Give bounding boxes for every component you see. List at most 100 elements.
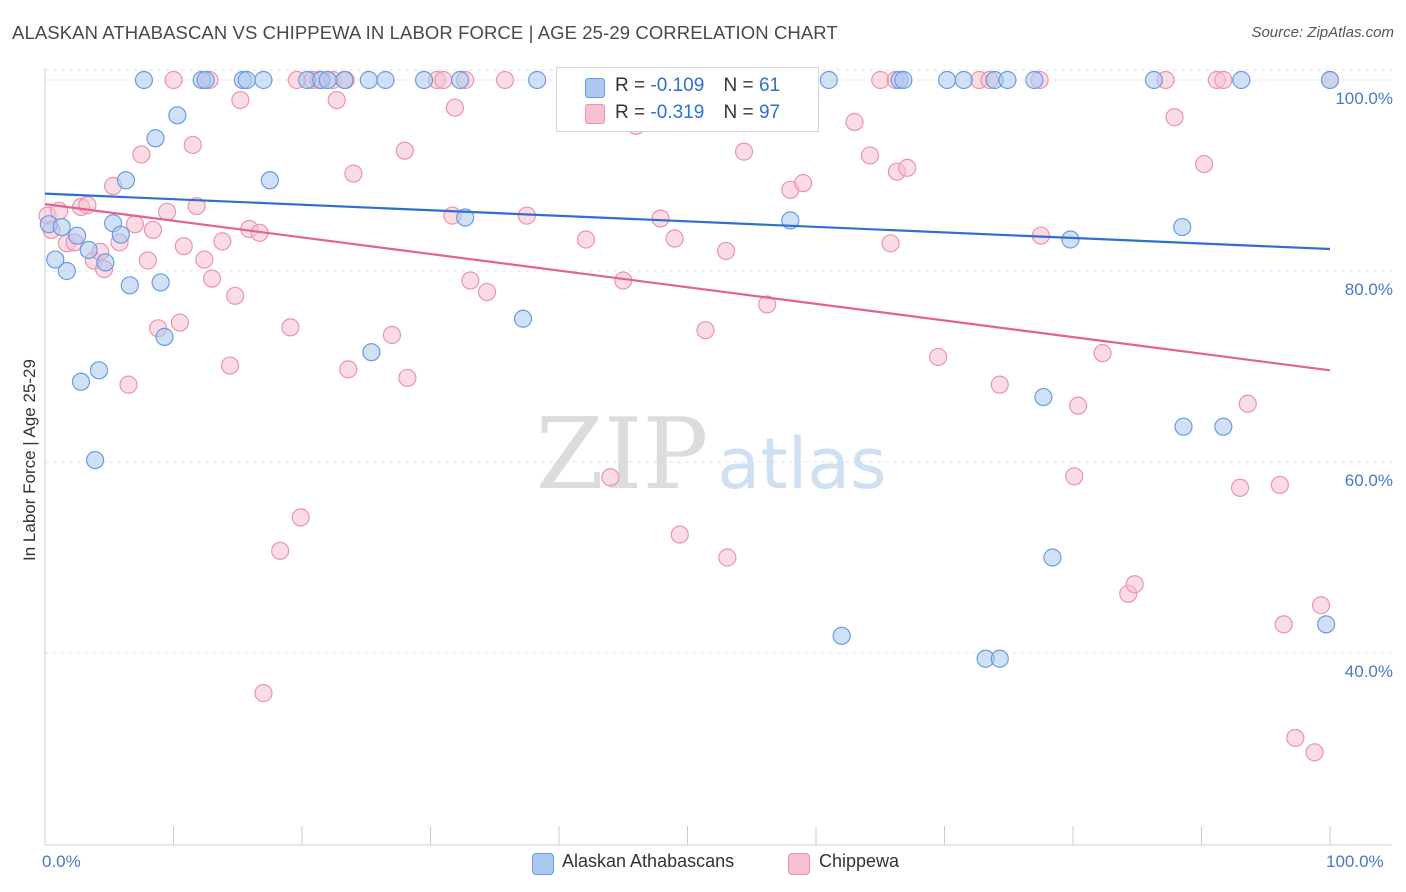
chippewa-point bbox=[125, 215, 145, 234]
chippewa-point bbox=[1305, 743, 1324, 762]
axes bbox=[44, 68, 1392, 846]
athabascan-point bbox=[1061, 230, 1080, 249]
x-tick-label-max: 100.0% bbox=[1326, 852, 1384, 871]
chippewa-point bbox=[881, 234, 900, 253]
chippewa-point bbox=[576, 230, 596, 249]
chippewa-point bbox=[1065, 467, 1084, 486]
trend-lines bbox=[44, 192, 1331, 372]
y-tick-label: 100.0% bbox=[1335, 89, 1393, 108]
chippewa-point bbox=[291, 508, 310, 527]
chippewa-point bbox=[860, 146, 880, 165]
watermark-zip: ZIP bbox=[536, 398, 709, 512]
athabascan-point bbox=[450, 70, 470, 90]
chippewa-point bbox=[1274, 615, 1293, 634]
athabascan-point bbox=[1317, 615, 1336, 634]
x-tick-label-min: 0.0% bbox=[42, 852, 81, 871]
chippewa-point bbox=[187, 196, 206, 216]
athabascan-point bbox=[819, 70, 838, 90]
athabascan-point bbox=[1144, 70, 1164, 90]
athabascan-point bbox=[335, 70, 354, 90]
chart-title: ALASKAN ATHABASCAN VS CHIPPEWA IN LABOR … bbox=[12, 22, 838, 43]
chippewa-point bbox=[271, 541, 290, 560]
athabascan-point bbox=[528, 70, 547, 90]
chippewa-point bbox=[220, 356, 240, 375]
chippewa-point bbox=[651, 209, 670, 228]
athabascan-point bbox=[1043, 548, 1062, 567]
chippewa-point bbox=[339, 360, 358, 379]
y-tick-label: 60.0% bbox=[1345, 471, 1393, 490]
chippewa-point bbox=[601, 468, 620, 487]
athabascan-point bbox=[57, 261, 76, 281]
legend-row-pink: R = -0.319 N = 97 bbox=[615, 102, 780, 124]
chippewa-point bbox=[665, 229, 684, 248]
chippewa-point bbox=[734, 142, 754, 161]
athabascan-point bbox=[254, 70, 273, 90]
legend-pink-r-label: R = bbox=[615, 102, 646, 123]
chippewa-point bbox=[213, 232, 232, 251]
chippewa-point bbox=[398, 368, 417, 388]
chippewa-point bbox=[794, 174, 813, 193]
athabascan-point bbox=[146, 129, 165, 148]
chippewa-point bbox=[845, 112, 864, 132]
chippewa-point bbox=[1125, 575, 1144, 594]
athabascan-point bbox=[86, 450, 105, 470]
athabascan-point bbox=[46, 250, 65, 269]
athabascan-point bbox=[89, 361, 109, 380]
watermark-atlas: atlas bbox=[717, 423, 886, 505]
chippewa-point bbox=[1270, 475, 1289, 495]
chippewa-point bbox=[696, 321, 715, 340]
chippewa-point bbox=[170, 313, 190, 332]
athabascan-point bbox=[260, 171, 279, 190]
chippewa-point bbox=[226, 286, 245, 305]
athabascan-point bbox=[1025, 70, 1044, 90]
athabascan-point bbox=[1173, 217, 1192, 237]
chippewa-point bbox=[183, 135, 202, 155]
athabascan-point bbox=[79, 240, 98, 260]
chippewa-point bbox=[231, 90, 250, 110]
chippewa-point bbox=[1165, 108, 1184, 127]
athabascan-point bbox=[134, 70, 154, 90]
chippewa-point bbox=[132, 145, 151, 164]
athabascan-point bbox=[52, 217, 71, 237]
chippewa-point bbox=[1286, 728, 1305, 748]
chippewa-point bbox=[461, 271, 480, 290]
chippewa-point bbox=[254, 684, 273, 703]
chippewa-point bbox=[718, 548, 737, 567]
chippewa-point bbox=[434, 70, 453, 90]
athabascan-point bbox=[990, 649, 1009, 668]
chippewa-point bbox=[202, 269, 222, 288]
athabascan-point bbox=[1174, 417, 1193, 436]
chippewa-point bbox=[382, 325, 402, 345]
chippewa-point bbox=[281, 318, 300, 337]
athabascan-point bbox=[237, 70, 256, 90]
athabascan-point bbox=[937, 70, 957, 90]
chippewa-point bbox=[1093, 344, 1112, 363]
athabascan-point bbox=[359, 70, 378, 90]
chippewa-point bbox=[1069, 396, 1088, 415]
chippewa-point bbox=[716, 241, 736, 261]
athabascan-point bbox=[513, 309, 533, 328]
legend-pink-n-value: 97 bbox=[758, 102, 781, 123]
chippewa-point bbox=[1230, 478, 1250, 497]
chippewa-point bbox=[119, 375, 138, 394]
chippewa-point bbox=[174, 237, 193, 256]
chippewa-point bbox=[138, 251, 157, 270]
trend-line-chippewa bbox=[44, 203, 1331, 372]
chippewa-point bbox=[1238, 394, 1257, 413]
y-tick-label: 40.0% bbox=[1345, 662, 1393, 681]
athabascan-point bbox=[318, 70, 337, 90]
gridlines bbox=[45, 69, 1392, 654]
athabascan-point bbox=[954, 70, 973, 90]
athabascan-point bbox=[116, 171, 136, 190]
athabascan-point bbox=[376, 70, 395, 90]
legend-row-blue: R = -0.109 N = 61 bbox=[615, 75, 780, 97]
chippewa-point bbox=[758, 295, 777, 314]
athabascan-point bbox=[96, 253, 115, 272]
legend-blue-n-value: 61 bbox=[758, 75, 781, 96]
y-tick-labels: 40.0% 60.0% 80.0% 100.0% bbox=[1335, 89, 1393, 681]
legend-pink-n-label: N = bbox=[723, 102, 754, 123]
athabascan-point bbox=[362, 343, 381, 362]
y-tick-label: 80.0% bbox=[1345, 280, 1393, 299]
athabascan-point bbox=[71, 372, 91, 391]
chippewa-point bbox=[445, 98, 465, 117]
